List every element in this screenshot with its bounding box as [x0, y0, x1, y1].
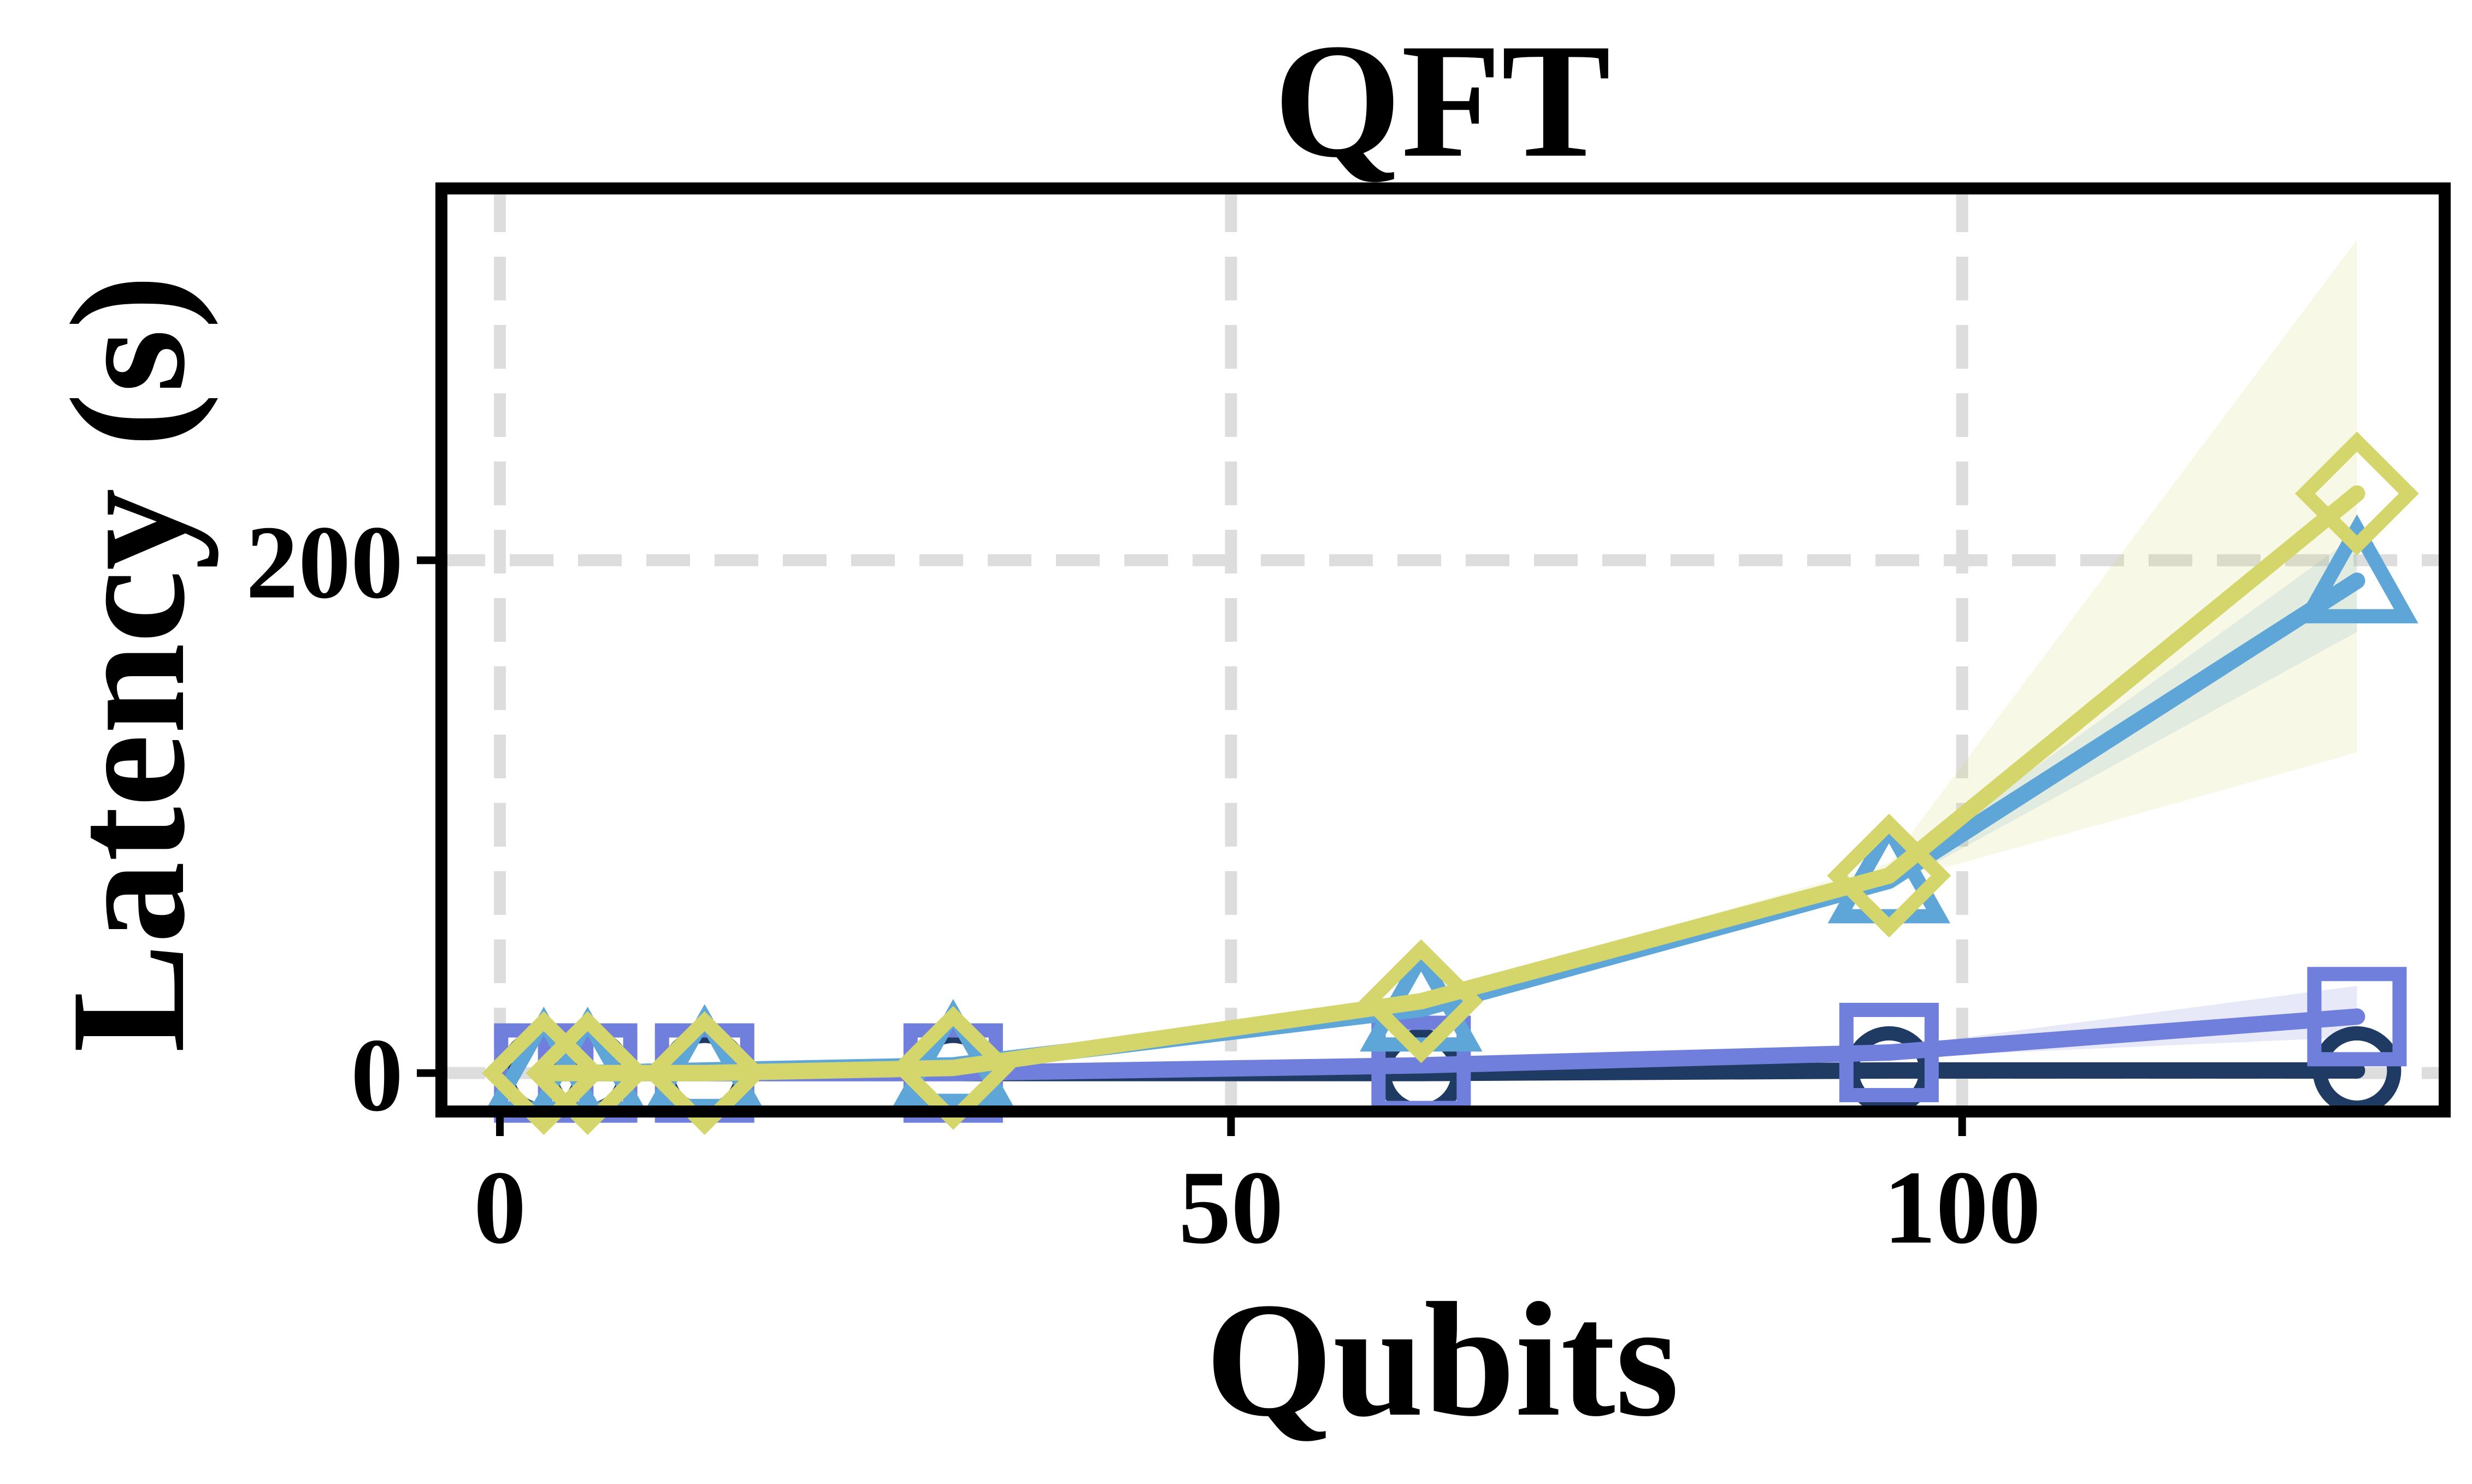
- diamond-point: [2295, 431, 2419, 556]
- y-tick-label: 200: [246, 504, 403, 620]
- triangle-point: [1827, 814, 1951, 924]
- diamond-point: [642, 1011, 767, 1135]
- y-axis-label: Latency (s): [37, 275, 219, 1053]
- x-tick-label: 100: [1884, 1149, 2041, 1266]
- error-bands: [544, 239, 2357, 1073]
- diamond-point: [1827, 813, 1951, 938]
- chart-title: QFT: [1274, 10, 1611, 191]
- diamond-series: [481, 431, 2419, 1135]
- diamond-point: [891, 1006, 1016, 1130]
- diamond-point: [526, 1011, 650, 1135]
- x-axis-label: Qubits: [1205, 1269, 1679, 1450]
- plot-frame: [435, 182, 2451, 1118]
- x-tick-label: 50: [1178, 1149, 1283, 1266]
- x-tick-label: 0: [474, 1149, 526, 1266]
- triangle-point: [2296, 514, 2418, 624]
- square-point: [1839, 1003, 1939, 1103]
- axis-ticks: 0 50 100 0 200: [246, 504, 2041, 1266]
- diamond-point: [1359, 939, 1483, 1063]
- diamond-point: [481, 1011, 606, 1135]
- series-group: [481, 431, 2419, 1135]
- diamond-series-band: [544, 239, 2357, 1073]
- square-point: [2307, 967, 2407, 1067]
- y-tick-label: 0: [351, 1017, 403, 1133]
